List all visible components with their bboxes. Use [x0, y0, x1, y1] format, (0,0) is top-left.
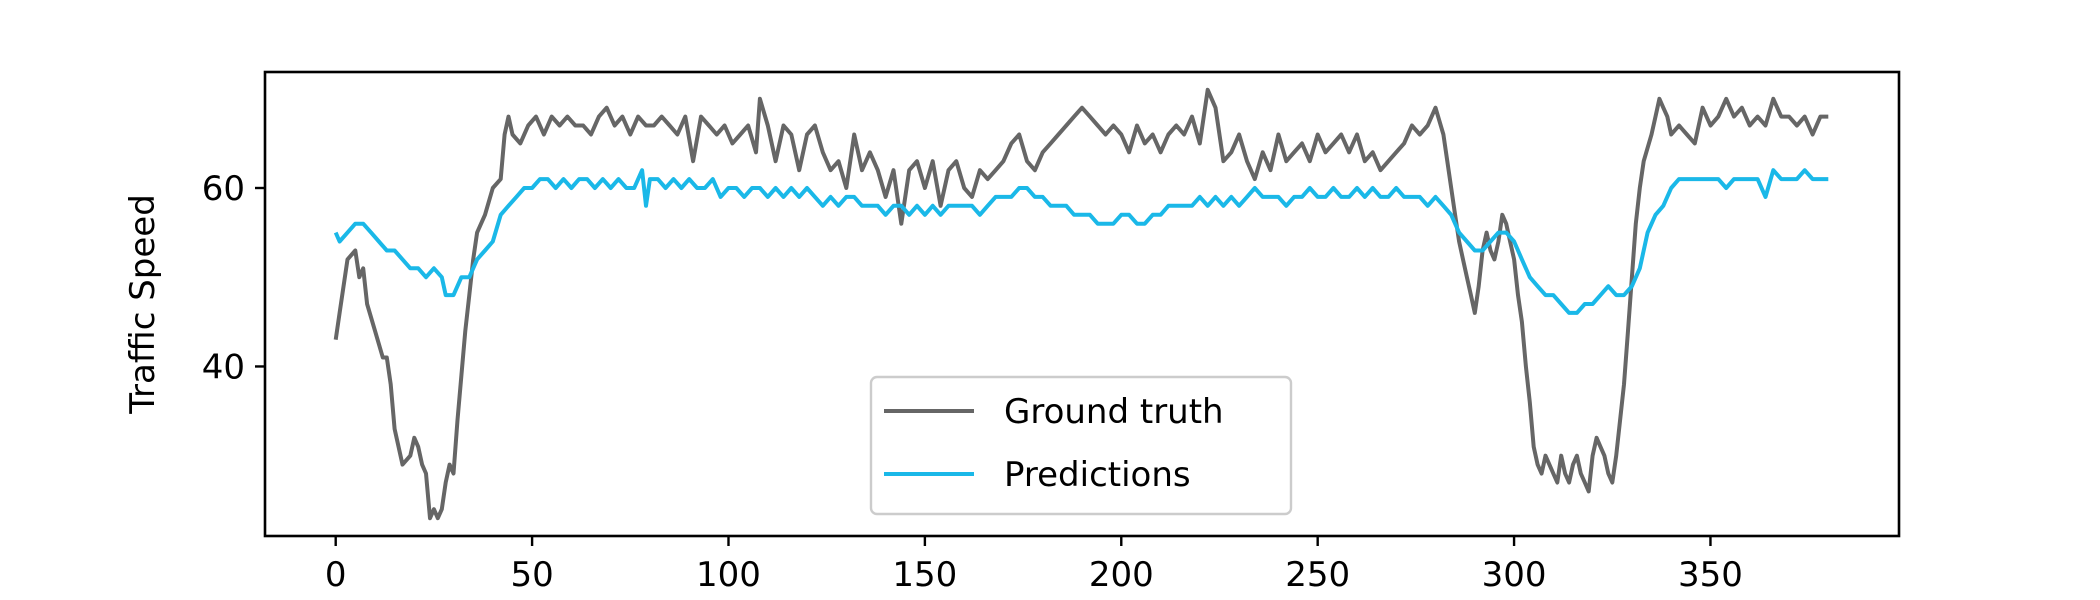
- y-tick-label: 40: [202, 347, 245, 387]
- series-layer: [333, 87, 1829, 521]
- y-axis-title: Traffic Speed: [123, 194, 163, 415]
- x-tick-label: 350: [1678, 555, 1743, 595]
- x-tick-label: 300: [1482, 555, 1547, 595]
- x-tick-label: 0: [325, 555, 347, 595]
- legend-label-ground-truth: Ground truth: [1004, 392, 1224, 432]
- x-tick-label: 50: [510, 555, 553, 595]
- y-tick-label: 60: [202, 169, 245, 209]
- x-tick-label: 200: [1089, 555, 1154, 595]
- legend-label-predictions: Predictions: [1004, 455, 1191, 495]
- y-axis: 40 60: [202, 169, 265, 387]
- series-line-ground-truth: [333, 87, 1829, 521]
- series-line-predictions: [333, 168, 1829, 315]
- plot-frame: [263, 70, 1901, 538]
- legend-box: [869, 375, 1293, 516]
- x-tick-label: 150: [892, 555, 957, 595]
- x-tick-label: 100: [696, 555, 761, 595]
- x-axis: 0 50 100 150 200 250 300 350: [325, 536, 1743, 595]
- legend: Ground truth Predictions: [869, 375, 1293, 516]
- x-tick-label: 250: [1285, 555, 1350, 595]
